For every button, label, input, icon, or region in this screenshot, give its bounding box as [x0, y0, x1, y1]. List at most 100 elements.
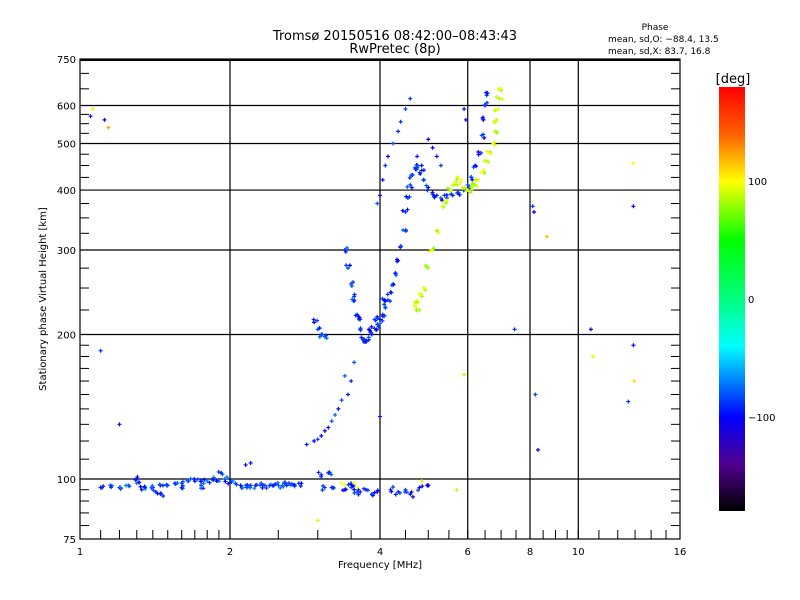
data-point: [124, 483, 129, 488]
x-tick-label: 16: [674, 547, 687, 558]
x-tick-label: 1: [77, 547, 83, 558]
data-point: [230, 478, 235, 483]
data-point: [482, 135, 487, 140]
data-point: [408, 492, 413, 497]
y-axis-label: Stationary phase Virtual Height [km]: [38, 207, 49, 391]
x-tick-label: 10: [572, 547, 585, 558]
data-point: [442, 199, 447, 204]
data-point: [455, 182, 460, 187]
data-point: [495, 107, 500, 112]
data-point: [343, 249, 348, 254]
data-point: [486, 159, 491, 164]
data-point: [369, 330, 374, 335]
data-point: [378, 193, 382, 198]
x-tick-labels: 1 2 4 6 8 10 16: [77, 547, 687, 558]
data-point: [409, 173, 414, 178]
chart-subtitle: RwPretec (8p): [349, 42, 440, 57]
data-point: [102, 117, 107, 122]
data-point: [417, 291, 422, 296]
data-point: [329, 472, 334, 477]
phase-stats-o: mean, sd,O: −88.4, 13.5: [608, 35, 719, 45]
data-point: [445, 186, 450, 191]
colorbar-tick-label: 0: [748, 295, 754, 306]
data-point: [430, 145, 435, 150]
data-point: [631, 343, 636, 348]
data-point: [404, 490, 409, 495]
data-point: [109, 485, 114, 490]
data-point: [418, 171, 423, 176]
data-point: [475, 184, 480, 189]
series-e-layer-trace-o-: [98, 475, 304, 491]
data-point: [135, 475, 140, 480]
data-point: [382, 313, 387, 318]
axis-ticks: [80, 59, 680, 539]
data-point: [380, 296, 385, 301]
data-point: [278, 485, 283, 490]
data-point: [492, 108, 497, 113]
data-point: [315, 518, 320, 523]
data-point: [408, 96, 413, 101]
data-point: [326, 425, 331, 430]
data-point: [383, 305, 388, 310]
data-point: [380, 177, 385, 182]
data-point: [346, 482, 351, 487]
data-point: [588, 327, 593, 332]
data-point: [391, 282, 396, 287]
data-point: [352, 487, 357, 492]
data-point: [533, 392, 538, 397]
data-point: [151, 488, 156, 493]
data-point: [481, 168, 486, 173]
data-point: [222, 477, 227, 482]
data-point: [192, 477, 197, 482]
data-point: [455, 175, 460, 180]
data-point: [417, 485, 422, 490]
data-point: [315, 318, 320, 323]
data-point: [424, 183, 429, 188]
x-tick-label: 8: [527, 547, 533, 558]
data-point: [449, 191, 454, 196]
data-point: [327, 470, 332, 475]
data-point: [469, 175, 474, 180]
data-point: [382, 302, 387, 307]
data-point: [488, 151, 493, 156]
data-point: [345, 266, 350, 271]
chart-title: Tromsø 20150516 08:42:00–08:43:43: [272, 29, 517, 44]
data-point: [493, 120, 498, 125]
data-point: [345, 392, 350, 397]
data-point: [482, 103, 487, 108]
data-point: [214, 479, 219, 484]
data-point: [331, 485, 336, 490]
data-point: [476, 152, 481, 157]
data-point: [320, 488, 325, 493]
x-tick-label: 2: [227, 547, 233, 558]
data-point: [215, 478, 220, 483]
data-point: [282, 480, 287, 485]
data-point: [405, 207, 410, 212]
series-e-f-transition-rise: [243, 360, 357, 467]
data-point: [320, 332, 325, 337]
data-point: [289, 481, 294, 486]
data-point: [544, 234, 549, 239]
data-point: [342, 483, 347, 488]
data-point: [414, 300, 419, 305]
data-point: [455, 190, 460, 195]
data-point: [345, 245, 350, 250]
data-point: [421, 178, 426, 183]
data-point: [473, 164, 478, 169]
data-point: [211, 475, 216, 480]
data-point: [421, 168, 426, 173]
data-point: [385, 292, 390, 297]
colorbar-label: [deg]: [716, 72, 751, 87]
data-point: [378, 414, 382, 419]
series-f1-cusp-trace-o-: [311, 90, 490, 345]
data-point: [319, 474, 324, 479]
data-point: [405, 184, 410, 189]
data-point: [375, 314, 380, 319]
data-point: [350, 297, 355, 302]
data-point: [264, 486, 269, 491]
data-point: [349, 379, 354, 384]
data-point: [142, 485, 147, 490]
x-tick-label: 6: [465, 547, 471, 558]
data-point: [275, 480, 280, 485]
data-point: [394, 273, 399, 278]
